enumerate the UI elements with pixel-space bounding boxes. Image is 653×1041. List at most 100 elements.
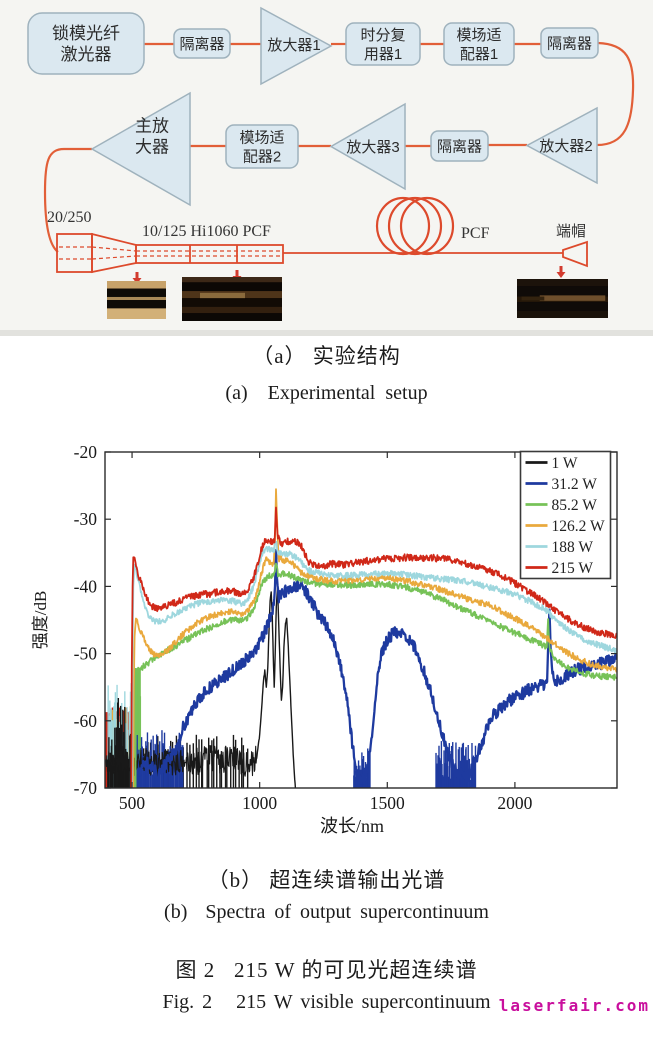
caption-b-chinese: （b） 超连续谱输出光谱 [207, 868, 446, 892]
caption-b-english: (b) Spectra of output supercontinuum [164, 901, 489, 923]
diagram-label: 端帽 [556, 223, 586, 240]
amplifier-3-label: 放大器3 [346, 139, 399, 156]
tdm-1-label: 时分复 [360, 26, 405, 44]
taper-waist-photo-stripe [107, 288, 166, 297]
isolator-2-label: 隔离器 [547, 35, 592, 52]
plot-area [105, 488, 617, 788]
fiber-taper [56, 196, 588, 274]
diagram-label: 10/125 Hi1060 PCF [142, 223, 271, 240]
fiber-wires [43, 41, 635, 253]
legend-label: 215 W [552, 560, 594, 577]
legend-label: 85.2 W [552, 497, 598, 514]
caption-a-english: (a) Experimental setup [225, 382, 428, 404]
spectra-chart-svg: 500 1000 1500 2000 -20 -30 -40 -50 -60 -70 波长/nm 强度… [31, 442, 618, 836]
diagram-label: PCF [461, 225, 490, 242]
axis-ticks [105, 451, 617, 789]
series-188-W [131, 540, 617, 788]
tdm-1-label: 用器1 [364, 46, 402, 63]
fiber-core-dashed [91, 246, 137, 252]
series-85-2-W [134, 562, 617, 788]
legend-label: 31.2 W [552, 476, 598, 493]
node-amplifier-2: 放大器2 [525, 106, 598, 185]
plot-frame [104, 451, 618, 789]
amplifier-3-shape [329, 102, 406, 191]
endcap-photo [517, 279, 608, 318]
legend-box [519, 450, 612, 580]
taper-waist-photo-stripe [107, 300, 166, 309]
legend: 1 W 31.2 W 85.2 W 126.2 W 188 W 215 W [519, 450, 612, 580]
spectra-chart: 500 1000 1500 2000 -20 -30 -40 -50 -60 -70 波长/nm 强度… [0, 430, 653, 855]
x-axis-label: 波长/nm [320, 816, 384, 836]
y-tick-label: -20 [74, 442, 98, 462]
mode-field-adapter-2-label: 模场适 [239, 129, 284, 146]
tdm-1-shape [345, 22, 421, 66]
mode-field-adapter-2-shape [225, 124, 299, 169]
taper-waist-photo-stripe [107, 281, 166, 289]
splice-photo-stripe [182, 298, 282, 307]
mode-field-adapter-1-label: 模场适 [456, 27, 501, 44]
main-amplifier-shape [90, 91, 191, 207]
pcf-coil-loop [375, 196, 431, 256]
amplifier-2-shape [525, 106, 598, 185]
taper-waist-photo-stripe [107, 296, 166, 300]
mode-field-adapter-1-label: 配器1 [460, 46, 498, 63]
isolator-3-label: 隔离器 [437, 138, 482, 155]
legend-label: 1 W [552, 455, 578, 472]
splice-photo [182, 277, 282, 321]
amplifier-1-label: 放大器1 [267, 37, 320, 54]
x-tick-label: 1000 [242, 793, 277, 813]
y-tick-label: -70 [74, 778, 98, 798]
series-126-2-W [132, 488, 617, 788]
down-arrow-icon [556, 266, 566, 278]
splice-photo-stripe [182, 277, 282, 283]
mode-locked-seed-laser-shape [27, 12, 145, 75]
isolator-1-label: 隔离器 [179, 36, 224, 53]
isolator-3-shape [430, 130, 489, 162]
endcap-photo-stripe [517, 279, 608, 287]
x-tick-label: 2000 [497, 793, 532, 813]
y-tick-label: -40 [74, 576, 98, 596]
splice-photo-detail [200, 292, 245, 299]
fiber-wire [43, 147, 92, 253]
y-tick-label: -30 [74, 509, 98, 529]
series-1-W [255, 587, 297, 788]
node-isolator-3: 隔离器 [430, 130, 489, 162]
x-tick-label: 500 [119, 793, 146, 813]
taper-waist-photo-stripe [107, 308, 166, 319]
experimental-setup-panel: 锁模光纤 激光器 隔离器 放大器1 时分复 用器1 模场适 配器1 隔离器 放大器2 隔离器 放大器3… [0, 0, 653, 336]
endcap-shape [562, 240, 588, 268]
fiber-core-dashed [91, 255, 137, 260]
y-axis-label: 强度/dB [31, 591, 50, 650]
splice-photo-stripe [182, 313, 282, 321]
isolator-2-shape [540, 27, 599, 59]
node-isolator-2: 隔离器 [540, 27, 599, 59]
mode-field-adapter-1-shape [443, 22, 515, 66]
taper-input-section [56, 233, 93, 273]
legend-label: 126.2 W [552, 518, 605, 535]
node-isolator-1: 隔离器 [173, 28, 231, 59]
mode-locked-seed-laser-label: 激光器 [61, 45, 112, 64]
y-tick-label: -50 [74, 644, 98, 664]
pcf-coil-loop [387, 196, 443, 256]
splice-photo-stripe [182, 306, 282, 314]
fiber-wire [596, 41, 635, 147]
series-215-W [130, 506, 617, 788]
taper-cone [91, 232, 137, 274]
watermark-laserfair: laserfair.com [498, 996, 650, 1015]
amplifier-2-label: 放大器2 [539, 138, 592, 155]
figure-caption-chinese: 图 2 215 W 的可见光超连续谱 [175, 958, 478, 982]
mode-locked-seed-laser-label: 锁模光纤 [52, 24, 120, 43]
endcap-photo-detail [521, 296, 545, 301]
mode-field-adapter-2-label: 配器2 [243, 148, 281, 165]
x-tick-label: 1500 [370, 793, 405, 813]
isolator-1-shape [173, 28, 231, 59]
y-tick-label: -60 [74, 711, 98, 731]
caption-a-chinese: （a） 实验结构 [252, 344, 401, 368]
